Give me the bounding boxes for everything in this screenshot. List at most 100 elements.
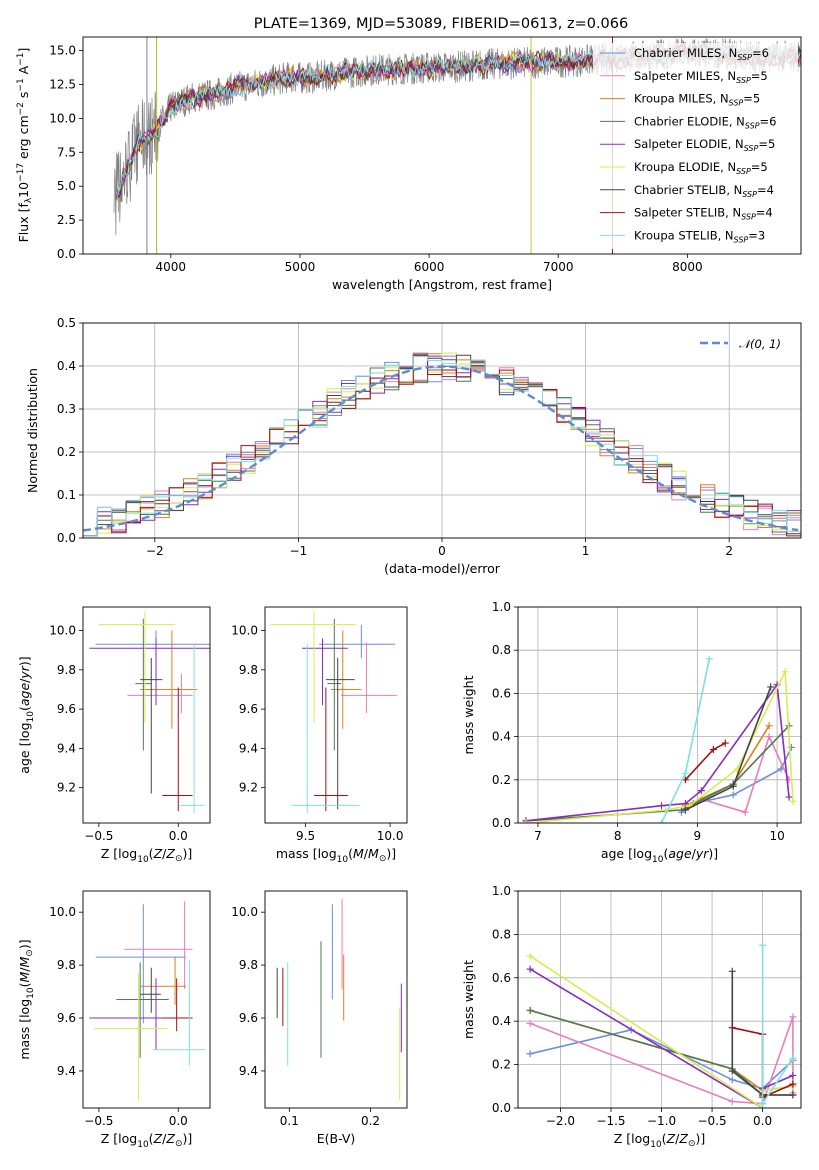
y-tick-label: 0.2	[57, 445, 76, 459]
label-part: Z [log	[614, 1131, 650, 1146]
x-tick-label: 4000	[156, 260, 187, 274]
series-marker	[789, 1054, 797, 1062]
y-tick-label: 12.5	[49, 77, 76, 91]
label-part: (data-model)/error	[384, 561, 501, 576]
label-part: )]	[182, 1131, 192, 1146]
chart-age-vs-Z: −0.5 0.09.29.49.69.810.0Z [log10(Z/Z⊙)]ag…	[17, 606, 211, 865]
y-tick-label: 10.0	[49, 624, 76, 638]
figure-title: PLATE=1369, MJD=53089, FIBERID=0613, z=0…	[254, 16, 628, 32]
series-line	[684, 742, 726, 781]
series-marker	[705, 655, 713, 663]
legend-entry: Kroupa ELODIE, NSSP=5	[634, 160, 768, 176]
y-tick-label: 0.8	[492, 927, 511, 941]
series-marker	[728, 1067, 736, 1075]
legend-nssp: =6	[760, 114, 777, 128]
x-tick-label: 0	[438, 544, 446, 558]
plot-area	[89, 901, 206, 1101]
y-tick-label: 9.8	[239, 958, 258, 972]
histogram-step	[83, 355, 801, 537]
axes-frame: 4000 5000 6000 7000 8000 0.0 2.5 5.0 7.5 10.0 12.5…	[49, 36, 802, 292]
label-part: )]	[695, 1131, 705, 1146]
legend-label: Salpeter STELIB, N	[634, 206, 741, 220]
label-part: (	[149, 846, 154, 861]
data-point	[94, 973, 168, 1101]
y-axis-label: mass weight	[461, 675, 476, 754]
x-tick-label: −1.0	[647, 1114, 676, 1128]
legend: 𝒩(0, 1)	[700, 337, 781, 351]
data-point	[116, 962, 169, 1058]
y-tick-label: 0.0	[57, 247, 76, 261]
y-tick-label: 7.5	[57, 145, 76, 159]
legend-entry: Salpeter STELIB, NSSP=4	[634, 206, 773, 222]
series-marker	[728, 967, 736, 975]
label-part: (	[663, 846, 668, 861]
label-part: Z	[165, 846, 175, 861]
label-part: age	[668, 846, 692, 861]
normal-curve	[83, 365, 799, 532]
series-marker	[657, 819, 665, 823]
label-part: 10	[137, 1140, 149, 1150]
x-tick-label: −2.0	[546, 1114, 575, 1128]
y-tick-label: 0.2	[492, 1058, 511, 1072]
series-marker	[729, 782, 737, 790]
legend-label: Kroupa STELIB, N	[634, 228, 734, 242]
x-tick-label: 8	[614, 829, 622, 843]
chart-spectrum: 4000 5000 6000 7000 8000 0.0 2.5 5.0 7.5 10.0 12.5…	[16, 36, 802, 292]
data-point	[95, 904, 187, 1024]
legend-label: Kroupa MILES, N	[634, 92, 729, 106]
series	[657, 655, 713, 823]
label-part: mass weight	[461, 960, 476, 1039]
x-tick-label: 10	[769, 829, 784, 843]
series-marker	[741, 808, 749, 816]
label-part: Normed distribution	[25, 368, 40, 493]
y-tick-label: 1.0	[492, 600, 511, 614]
label-part: yr	[695, 846, 709, 861]
chart-mass-vs-EBV: 0.1 0.2 9.4 9.6 9.8 10.0 E(B-V)	[231, 890, 408, 1146]
label-part: erg cm	[16, 115, 31, 163]
series-marker	[526, 1006, 534, 1014]
legend-label: Chabrier STELIB, N	[634, 183, 742, 197]
legend-label: Salpeter MILES, N	[634, 69, 736, 83]
label-part: −2	[16, 102, 26, 115]
plot-area	[276, 898, 402, 1101]
y-tick-label: 0.0	[492, 1101, 511, 1115]
data-point	[162, 978, 193, 1032]
label-part: Z	[666, 1131, 676, 1146]
x-axis-label: Z [log10(Z/Z⊙)]	[101, 1131, 193, 1150]
label-part: ⊙	[175, 854, 183, 864]
label-part: M	[353, 846, 364, 861]
series-marker	[526, 965, 534, 973]
axes-border	[82, 890, 211, 1109]
legend-label: Salpeter ELODIE, N	[634, 137, 744, 151]
legend-label: Chabrier MILES, N	[634, 46, 737, 60]
y-tick-label: 1.0	[492, 884, 511, 898]
label-part: (	[149, 1131, 154, 1146]
label-part: Z [log	[101, 846, 137, 861]
label-part: s	[16, 92, 31, 103]
data-point	[319, 624, 396, 659]
x-axis-label: age [log10(age/yr)]	[601, 846, 718, 865]
x-tick-label: 9.5	[296, 829, 315, 843]
y-tick-label: 0.6	[492, 971, 511, 985]
data-point	[140, 658, 163, 794]
axes-frame: 0.1 0.2 9.4 9.6 9.8 10.0 E(B-V)	[231, 890, 408, 1146]
data-point	[140, 630, 198, 729]
y-tick-label: 10.0	[49, 905, 76, 919]
data-point	[98, 610, 176, 723]
label-part: age	[17, 683, 32, 707]
series-marker	[765, 722, 773, 730]
x-tick-label: 7	[534, 829, 542, 843]
label-part: Z	[153, 846, 163, 861]
x-tick-label: −0.5	[84, 1114, 113, 1128]
plot-area	[89, 610, 210, 814]
legend-subscript: SSP	[744, 144, 759, 153]
data-point	[152, 959, 206, 1066]
legend: Chabrier MILES, N SSP =6 Salpeter MILES, N S…	[593, 43, 798, 249]
series-marker	[781, 668, 789, 676]
series-marker	[657, 802, 665, 810]
legend-subscript: SSP	[734, 235, 749, 244]
x-tick-label: 0.0	[169, 1114, 188, 1128]
x-tick-label: 9	[694, 829, 702, 843]
